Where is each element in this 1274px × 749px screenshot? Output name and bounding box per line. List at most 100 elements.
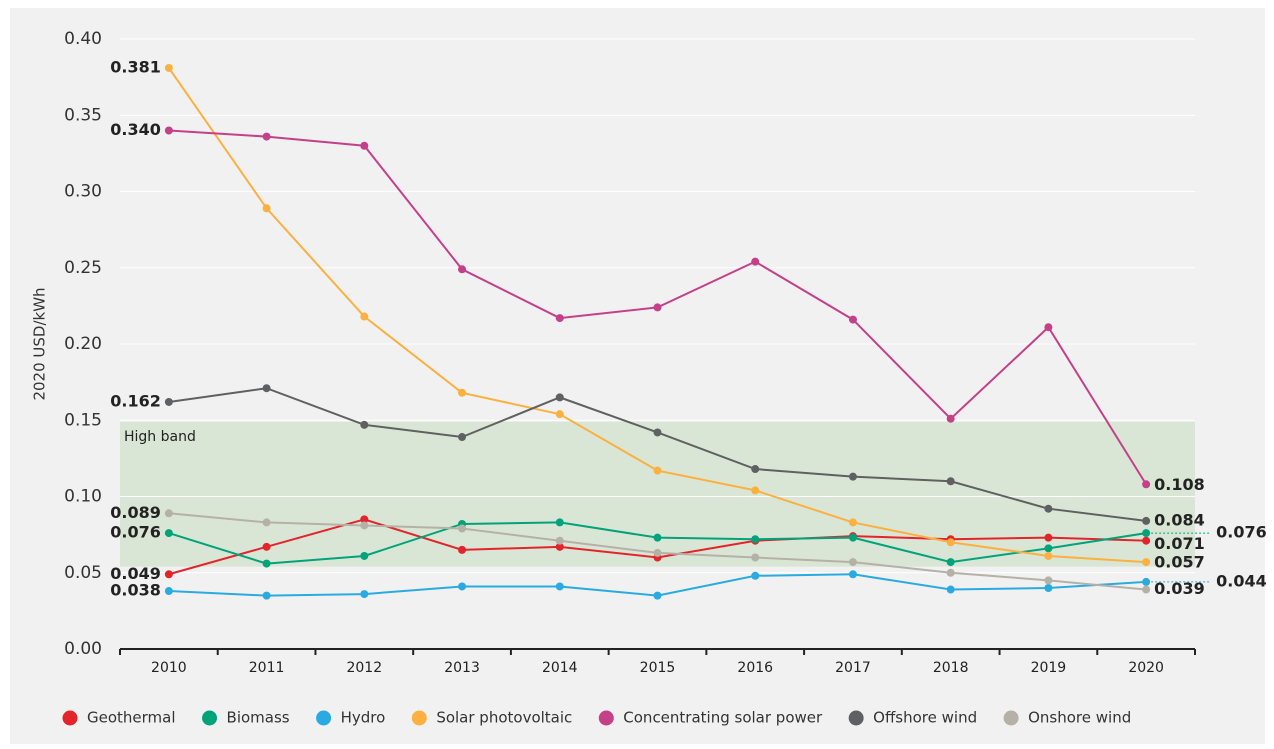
- y-tick-label: 0.15: [64, 410, 102, 430]
- legend-marker: [316, 710, 332, 726]
- point: [164, 529, 173, 538]
- point: [360, 521, 369, 530]
- point: [555, 536, 564, 545]
- point: [555, 582, 564, 591]
- point: [653, 303, 662, 312]
- point: [1142, 536, 1151, 545]
- point: [360, 551, 369, 560]
- point: [946, 477, 955, 486]
- point: [164, 509, 173, 518]
- x-tick-label: 2018: [933, 660, 969, 676]
- data-label: 0.039: [1154, 579, 1205, 598]
- legend-label: Hydro: [341, 709, 386, 727]
- point: [458, 582, 467, 591]
- data-label: 0.038: [110, 581, 161, 600]
- high-band: [120, 421, 1195, 567]
- band-label: High band: [124, 429, 196, 445]
- point: [751, 553, 760, 562]
- y-tick-label: 0.35: [64, 105, 102, 125]
- point: [555, 410, 564, 419]
- legend-marker: [1003, 710, 1019, 726]
- point: [1044, 551, 1053, 560]
- y-tick-label: 0.40: [64, 29, 102, 49]
- y-axis-label: 2020 USD/kWh: [31, 287, 49, 400]
- y-tick-label: 0.30: [64, 182, 102, 202]
- point: [262, 542, 271, 551]
- data-label: 0.108: [1154, 475, 1205, 494]
- point: [1044, 544, 1053, 553]
- x-tick-label: 2020: [1128, 660, 1164, 676]
- x-tick-label: 2016: [737, 660, 773, 676]
- point: [1142, 585, 1151, 594]
- data-label: 0.340: [110, 120, 161, 139]
- data-label: 0.162: [110, 391, 161, 410]
- point: [458, 524, 467, 533]
- point: [653, 591, 662, 600]
- legend-marker: [848, 710, 864, 726]
- point: [1142, 577, 1151, 586]
- point: [653, 428, 662, 437]
- y-tick-label: 0.25: [64, 258, 102, 278]
- point: [946, 538, 955, 547]
- data-label: 0.076: [1216, 523, 1267, 542]
- point: [458, 433, 467, 442]
- point: [360, 420, 369, 429]
- point: [262, 132, 271, 141]
- point: [458, 388, 467, 397]
- point: [1044, 504, 1053, 513]
- point: [848, 558, 857, 567]
- legend-label: Onshore wind: [1028, 709, 1131, 727]
- point: [1142, 558, 1151, 567]
- point: [164, 570, 173, 579]
- legend-marker: [202, 710, 218, 726]
- y-tick-label: 0.10: [64, 487, 102, 507]
- point: [164, 397, 173, 406]
- point: [360, 590, 369, 599]
- legend-marker: [62, 710, 78, 726]
- point: [751, 571, 760, 580]
- data-label: 0.084: [1154, 510, 1205, 529]
- point: [360, 312, 369, 321]
- y-tick-label: 0.20: [64, 334, 102, 354]
- point: [555, 314, 564, 323]
- point: [555, 542, 564, 551]
- point: [751, 465, 760, 474]
- point: [262, 591, 271, 600]
- point: [848, 472, 857, 481]
- point: [555, 518, 564, 527]
- point: [751, 486, 760, 495]
- point: [653, 466, 662, 475]
- point: [555, 393, 564, 402]
- point: [360, 141, 369, 150]
- point: [458, 265, 467, 274]
- data-label: 0.089: [110, 503, 161, 522]
- legend-label: Geothermal: [87, 709, 176, 727]
- x-tick-label: 2017: [835, 660, 871, 676]
- data-label: 0.076: [110, 523, 161, 542]
- point: [458, 545, 467, 554]
- x-tick-label: 2013: [444, 660, 480, 676]
- legend-label: Biomass: [227, 709, 290, 727]
- x-tick-label: 2012: [346, 660, 382, 676]
- legend-marker: [598, 710, 614, 726]
- point: [262, 559, 271, 568]
- point: [1044, 533, 1053, 542]
- x-tick-label: 2014: [542, 660, 578, 676]
- point: [1142, 480, 1151, 489]
- point: [262, 204, 271, 213]
- point: [653, 533, 662, 542]
- point: [848, 315, 857, 324]
- legend-label: Offshore wind: [873, 709, 977, 727]
- panel: [10, 8, 1265, 744]
- point: [262, 518, 271, 527]
- data-label: 0.381: [110, 57, 161, 76]
- y-tick-label: 0.05: [64, 563, 102, 583]
- point: [1142, 516, 1151, 525]
- x-tick-label: 2019: [1031, 660, 1067, 676]
- point: [1044, 323, 1053, 332]
- point: [164, 126, 173, 135]
- point: [946, 585, 955, 594]
- point: [262, 384, 271, 393]
- point: [751, 257, 760, 266]
